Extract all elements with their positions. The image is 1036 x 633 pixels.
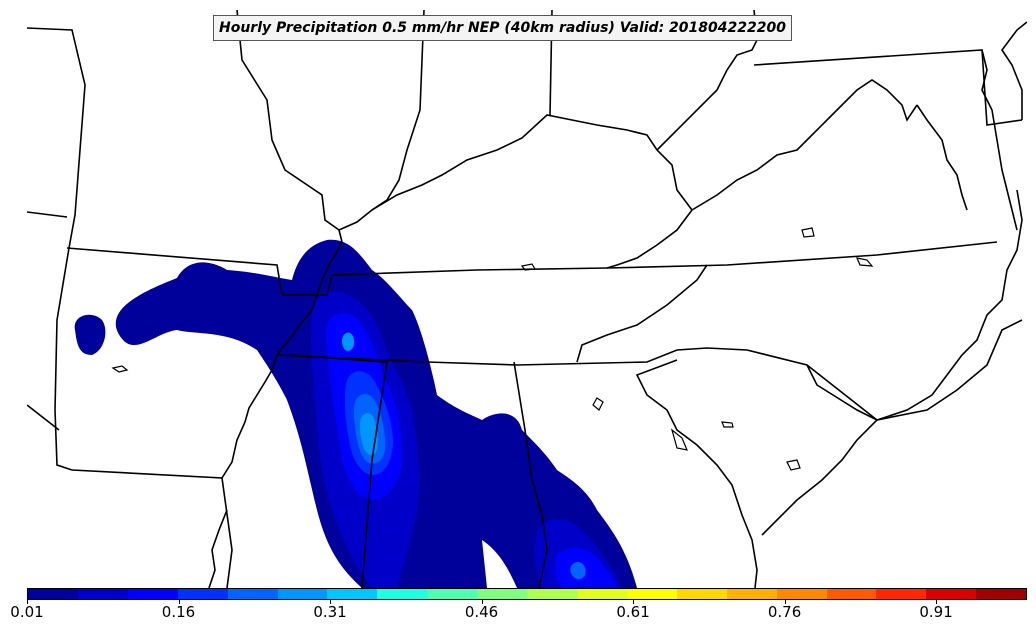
colorbar-segment bbox=[527, 589, 577, 599]
colorbar-tick bbox=[481, 600, 483, 604]
colorbar-segment bbox=[177, 589, 228, 599]
colorbar-tick bbox=[633, 600, 635, 604]
colorbar-segment bbox=[127, 589, 178, 599]
colorbar-tick bbox=[784, 600, 786, 604]
colorbar-segment bbox=[427, 589, 478, 599]
colorbar-tick bbox=[178, 600, 180, 604]
colorbar-segment bbox=[477, 589, 528, 599]
colorbar-tick bbox=[27, 600, 28, 604]
map-frame bbox=[27, 10, 1027, 588]
colorbar-segment bbox=[576, 589, 627, 599]
colorbar-segment bbox=[726, 589, 777, 599]
colorbar-segment bbox=[876, 589, 927, 599]
colorbar-segment bbox=[277, 589, 328, 599]
colorbar-segment bbox=[826, 589, 877, 599]
precip-contour-0.21-alabama bbox=[570, 562, 586, 580]
colorbar-tick-label: 0.31 bbox=[313, 603, 347, 621]
colorbar-segment bbox=[227, 589, 278, 599]
colorbar-segment bbox=[976, 589, 1027, 599]
colorbar-tick-label: 0.01 bbox=[10, 603, 44, 621]
colorbar-segment bbox=[776, 589, 827, 599]
colorbar-segment bbox=[327, 589, 378, 599]
map-canvas bbox=[27, 10, 1027, 588]
colorbar-tick-label: 0.61 bbox=[616, 603, 650, 621]
lakes bbox=[111, 227, 874, 471]
precip-contour-0.26-north bbox=[341, 332, 355, 351]
colorbar-segment bbox=[626, 589, 677, 599]
colorbar-segment bbox=[676, 589, 727, 599]
colorbar-tick-label: 0.46 bbox=[464, 603, 499, 621]
colorbar bbox=[27, 588, 1027, 600]
colorbar-tick-label: 0.91 bbox=[919, 603, 953, 621]
state-borders bbox=[27, 10, 1027, 588]
colorbar-tick-label: 0.16 bbox=[161, 603, 196, 621]
precip-contour-0.11-alabama bbox=[554, 548, 617, 588]
colorbar-tick bbox=[330, 600, 332, 604]
precip-contour-0.26-core bbox=[359, 413, 378, 456]
colorbar-tick-label: 0.76 bbox=[767, 603, 802, 621]
precipitation-field bbox=[74, 239, 638, 588]
colorbar-segment bbox=[28, 589, 78, 599]
colorbar-segment bbox=[926, 589, 977, 599]
precip-contour-0.01-west bbox=[74, 314, 106, 355]
colorbar-segment bbox=[377, 589, 428, 599]
colorbar-segment bbox=[77, 589, 128, 599]
chart-title: Hourly Precipitation 0.5 mm/hr NEP (40km… bbox=[213, 15, 792, 41]
colorbar-tick bbox=[936, 600, 938, 604]
